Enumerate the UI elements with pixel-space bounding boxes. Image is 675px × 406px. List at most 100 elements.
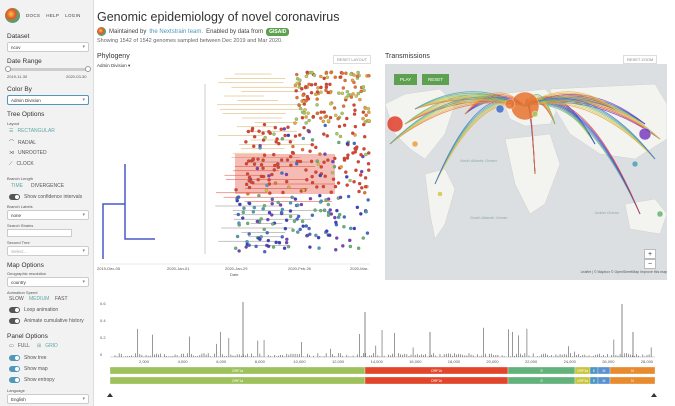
tree-tip[interactable]	[267, 210, 272, 215]
tree-tip[interactable]	[348, 178, 352, 183]
tree-tip[interactable]	[283, 226, 288, 231]
tree-tip[interactable]	[275, 137, 279, 141]
tree-tip[interactable]	[244, 182, 249, 187]
tree-tip[interactable]	[353, 85, 357, 89]
tree-tip[interactable]	[270, 213, 274, 217]
tree-tip[interactable]	[366, 161, 371, 166]
tree-tip[interactable]	[273, 163, 277, 168]
tree-tip[interactable]	[259, 174, 264, 179]
show-entropy-switch[interactable]	[9, 377, 20, 383]
tree-tip[interactable]	[367, 118, 371, 123]
tree-tip[interactable]	[326, 90, 330, 95]
tree-tip[interactable]	[364, 113, 368, 117]
zoom-right-handle[interactable]	[651, 393, 657, 397]
tree-tip[interactable]	[361, 85, 366, 89]
tree-tip[interactable]	[237, 221, 241, 225]
tree-tip[interactable]	[326, 158, 330, 162]
play-button[interactable]: PLAY	[394, 74, 418, 85]
tree-tip[interactable]	[328, 115, 333, 120]
tree-tip[interactable]	[276, 200, 280, 205]
tree-tip[interactable]	[340, 91, 345, 96]
location-circle[interactable]	[411, 140, 419, 148]
location-circle[interactable]	[504, 98, 516, 110]
tree-tip[interactable]	[316, 162, 321, 166]
tree-tip[interactable]	[334, 248, 338, 252]
tree-tip[interactable]	[301, 136, 306, 141]
tree-tip[interactable]	[364, 152, 368, 157]
tree-tip[interactable]	[357, 189, 361, 194]
tree-tip[interactable]	[238, 202, 242, 207]
tree-tip[interactable]	[281, 190, 285, 195]
tree-tip[interactable]	[345, 175, 349, 179]
tree-tip[interactable]	[354, 94, 358, 98]
tree-tip[interactable]	[319, 208, 323, 213]
tree-tip[interactable]	[255, 166, 260, 171]
tree-tip[interactable]	[279, 210, 284, 215]
tree-tip[interactable]	[319, 110, 323, 114]
tree-tip[interactable]	[351, 131, 355, 135]
branch-divergence[interactable]: DIVERGENCE	[31, 183, 65, 189]
tree-tip[interactable]	[367, 74, 371, 78]
layout-clock[interactable]: ⟋ CLOCK	[9, 161, 34, 167]
tree-tip[interactable]	[254, 244, 258, 249]
tree-tip[interactable]	[310, 174, 314, 179]
tree-tip[interactable]	[308, 196, 313, 201]
tree-tip[interactable]	[356, 160, 361, 164]
tree-tip[interactable]	[363, 190, 367, 195]
tree-tip[interactable]	[296, 230, 300, 234]
second-tree-select[interactable]: Select...	[7, 246, 89, 256]
tree-tip[interactable]	[336, 181, 341, 185]
tree-tip[interactable]	[324, 82, 329, 87]
tree-tip[interactable]	[252, 162, 257, 166]
tree-tip[interactable]	[317, 246, 321, 250]
tree-tip[interactable]	[344, 170, 348, 174]
tree-tip[interactable]	[275, 162, 280, 166]
tree-tip[interactable]	[249, 180, 253, 184]
tree-tip[interactable]	[294, 117, 299, 121]
tree-tip[interactable]	[345, 142, 350, 146]
tree-tip[interactable]	[280, 137, 285, 141]
tree-tip[interactable]	[246, 192, 250, 196]
tree-tip[interactable]	[321, 119, 326, 124]
tree-tip[interactable]	[272, 132, 276, 136]
date-range-slider[interactable]	[5, 66, 91, 72]
tree-tip[interactable]	[324, 114, 329, 119]
gisaid-logo[interactable]: GISAID	[266, 27, 290, 36]
tree-tip[interactable]	[234, 188, 238, 192]
tree-tip[interactable]	[319, 116, 323, 120]
tree-tip[interactable]	[285, 237, 289, 241]
tree-tip[interactable]	[288, 154, 293, 159]
tree-tip[interactable]	[315, 97, 319, 101]
tree-tip[interactable]	[316, 235, 321, 240]
tree-tip[interactable]	[251, 157, 256, 161]
tree-tip[interactable]	[273, 125, 278, 130]
tree-tip[interactable]	[314, 92, 318, 96]
tree-tip[interactable]	[288, 209, 293, 213]
tree-tip[interactable]	[304, 74, 309, 79]
tree-tip[interactable]	[329, 190, 333, 194]
tree-tip[interactable]	[331, 159, 335, 164]
tree-tip[interactable]	[295, 95, 299, 100]
tree-tip[interactable]	[277, 141, 281, 146]
tree-tip[interactable]	[339, 165, 343, 169]
tree-tip[interactable]	[279, 127, 283, 131]
tree-tip[interactable]	[287, 185, 291, 189]
tree-tip[interactable]	[355, 205, 360, 210]
loop-switch[interactable]	[9, 307, 20, 313]
tree-tip[interactable]	[348, 238, 352, 243]
tree-tip[interactable]	[272, 152, 276, 157]
tree-tip[interactable]	[314, 145, 318, 150]
docs-link[interactable]: DOCS	[26, 12, 41, 18]
confidence-switch[interactable]	[9, 194, 20, 200]
tree-tip[interactable]	[303, 108, 307, 112]
tree-tip[interactable]	[329, 212, 333, 216]
tree-tip[interactable]	[322, 132, 326, 136]
tree-tip[interactable]	[357, 181, 362, 186]
tree-tip[interactable]	[342, 215, 346, 219]
language-select[interactable]: English	[7, 394, 89, 404]
tree-tip[interactable]	[326, 213, 331, 217]
tree-tip[interactable]	[283, 133, 287, 138]
tree-tip[interactable]	[352, 112, 357, 116]
tree-tip[interactable]	[345, 90, 350, 94]
nextstrain-logo[interactable]	[5, 7, 20, 23]
